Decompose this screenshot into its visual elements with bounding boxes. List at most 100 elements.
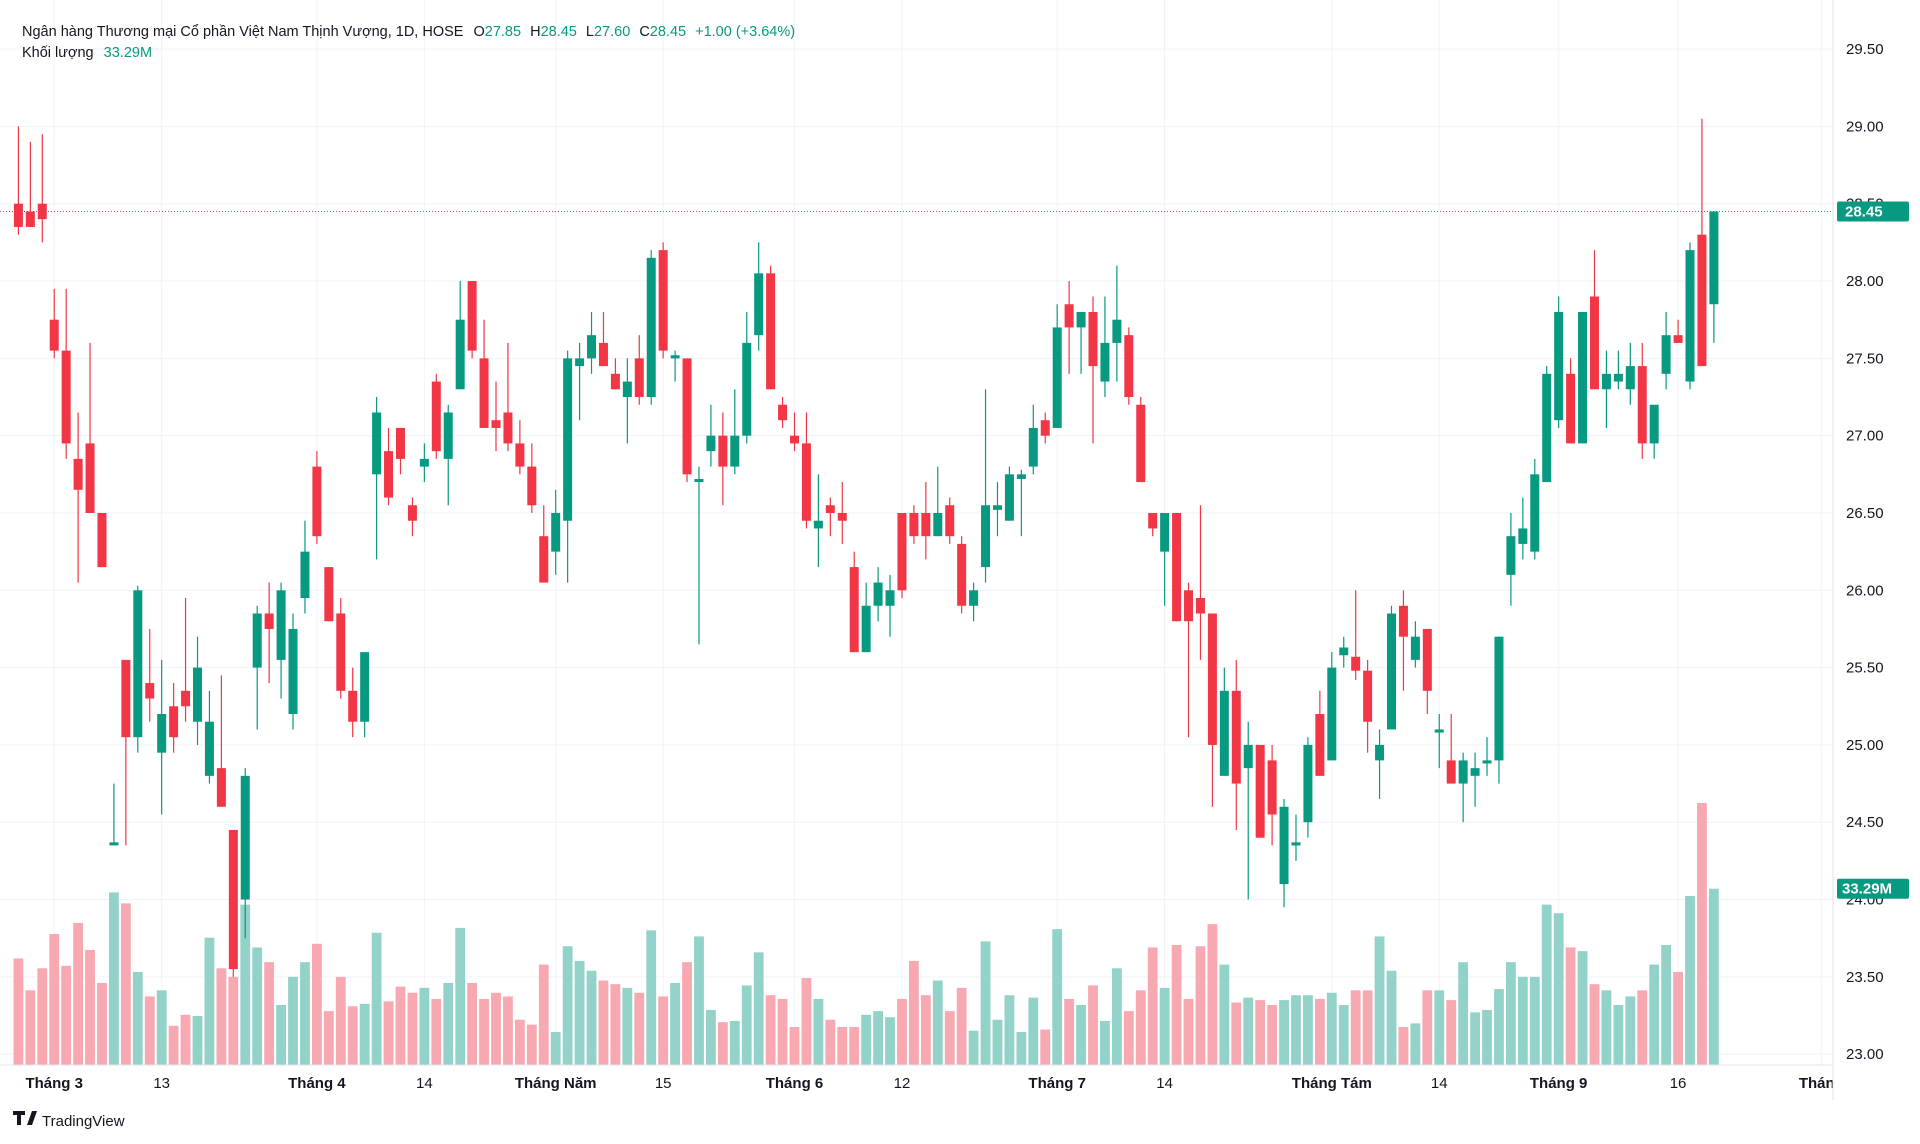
y-tick-label: 26.00: [1846, 582, 1884, 599]
volume-bar: [109, 892, 119, 1065]
candle-body: [1172, 512, 1182, 622]
candle-body: [407, 505, 417, 521]
candle-body: [1398, 605, 1408, 637]
candle-body: [419, 458, 429, 467]
branding: TradingView: [13, 1111, 125, 1130]
candle-body: [169, 706, 179, 738]
x-tick-label: 14: [1431, 1075, 1448, 1092]
axes: 23.0023.5024.0024.5025.0025.5026.0026.50…: [1837, 41, 1909, 1063]
volume-bar: [383, 1001, 394, 1065]
volume-bar: [1159, 987, 1170, 1065]
last-price-label: 28.45: [1845, 203, 1883, 220]
volume-bar: [849, 1027, 860, 1065]
candle-body: [909, 512, 919, 537]
volume-bar: [801, 978, 812, 1065]
candle-body: [515, 443, 525, 467]
volume-bar: [550, 1031, 561, 1065]
volume-bar: [1661, 945, 1672, 1065]
volume-bar: [455, 927, 466, 1065]
candle-body: [467, 281, 477, 351]
volume-bar: [443, 982, 454, 1065]
candle-body: [491, 420, 501, 428]
volume-bar: [1386, 970, 1397, 1065]
volume-bar: [1016, 1031, 1027, 1065]
volume-bar: [1207, 924, 1218, 1065]
volume-bar: [1135, 990, 1146, 1065]
candle-body: [1518, 528, 1528, 544]
candle-body: [742, 342, 752, 436]
volume-bar: [586, 970, 597, 1065]
volume-tag-label: 33.29M: [1842, 881, 1892, 898]
candle-body: [1446, 760, 1456, 784]
candle-body: [479, 358, 489, 428]
volume-bar: [1255, 1000, 1266, 1065]
volume-bar: [514, 1019, 525, 1065]
candle-body: [85, 443, 95, 513]
candle-body: [360, 652, 370, 722]
candle-body: [1482, 760, 1492, 764]
volume-bar: [825, 1019, 836, 1065]
candle-body: [324, 567, 334, 622]
candle-body: [1363, 670, 1373, 722]
candle-body: [539, 536, 549, 583]
y-tick-label: 29.50: [1846, 41, 1884, 58]
candle-body: [1661, 335, 1671, 374]
candle-body: [981, 505, 991, 568]
x-tick-label: Tháng 3: [25, 1075, 83, 1092]
candle-body: [109, 842, 119, 846]
candle-body: [921, 512, 931, 537]
volume-bar: [538, 964, 549, 1065]
x-tick-label: 16: [1670, 1075, 1687, 1092]
volume-bar: [395, 986, 406, 1065]
volume-bar: [1601, 990, 1612, 1065]
candle-body: [1673, 335, 1683, 343]
candle-body: [1243, 744, 1253, 769]
volume-bar: [120, 903, 131, 1065]
candle-body: [1088, 311, 1098, 367]
legend-header: Ngân hàng Thương mại Cổ phần Việt Nam Th…: [22, 24, 795, 40]
x-tick-label: Tháng: [1799, 1075, 1844, 1092]
candle-body: [694, 478, 704, 483]
candle-body: [575, 358, 585, 367]
candle-body: [945, 505, 955, 537]
volume-bar: [1004, 995, 1015, 1065]
volume-bar: [1183, 998, 1194, 1065]
volume-bar: [431, 998, 442, 1065]
candle-body: [1160, 512, 1170, 552]
volume-bar: [300, 962, 310, 1065]
candle-body: [1458, 760, 1468, 784]
candle-body: [1422, 628, 1432, 691]
volume-bar: [1625, 996, 1636, 1065]
candle-body: [372, 412, 382, 475]
candle-body: [1028, 427, 1038, 467]
candle-body: [801, 443, 811, 521]
volume-bar: [1482, 1009, 1492, 1065]
volume-bar: [562, 946, 573, 1065]
candle-body: [610, 373, 620, 390]
volume-bar: [610, 984, 621, 1065]
candle-body: [1410, 636, 1420, 660]
volume-bar: [741, 985, 752, 1065]
x-tick-label: 15: [655, 1075, 672, 1092]
volume-bar: [1279, 1000, 1289, 1065]
volume-bar: [1362, 990, 1373, 1065]
candle-body: [49, 319, 59, 351]
volume-legend: Khối lượng 33.29M: [22, 45, 152, 61]
volume-bar: [932, 980, 943, 1065]
ohlc-key: H: [530, 24, 540, 40]
y-tick-label: 27.50: [1846, 350, 1884, 367]
volume-bar: [706, 1009, 716, 1065]
candle-body: [718, 435, 728, 467]
candle-body: [658, 250, 668, 351]
candle-body: [1613, 373, 1623, 382]
candle-body: [1184, 590, 1194, 622]
candle-body: [1327, 667, 1337, 761]
volume-bar: [1028, 997, 1039, 1065]
volume-bar: [885, 1017, 895, 1065]
volume-bar: [503, 996, 513, 1065]
x-tick-label: 13: [153, 1075, 170, 1092]
volume-bar: [25, 990, 36, 1065]
volume-bar: [1553, 913, 1564, 1065]
volume-bar: [276, 1005, 286, 1065]
